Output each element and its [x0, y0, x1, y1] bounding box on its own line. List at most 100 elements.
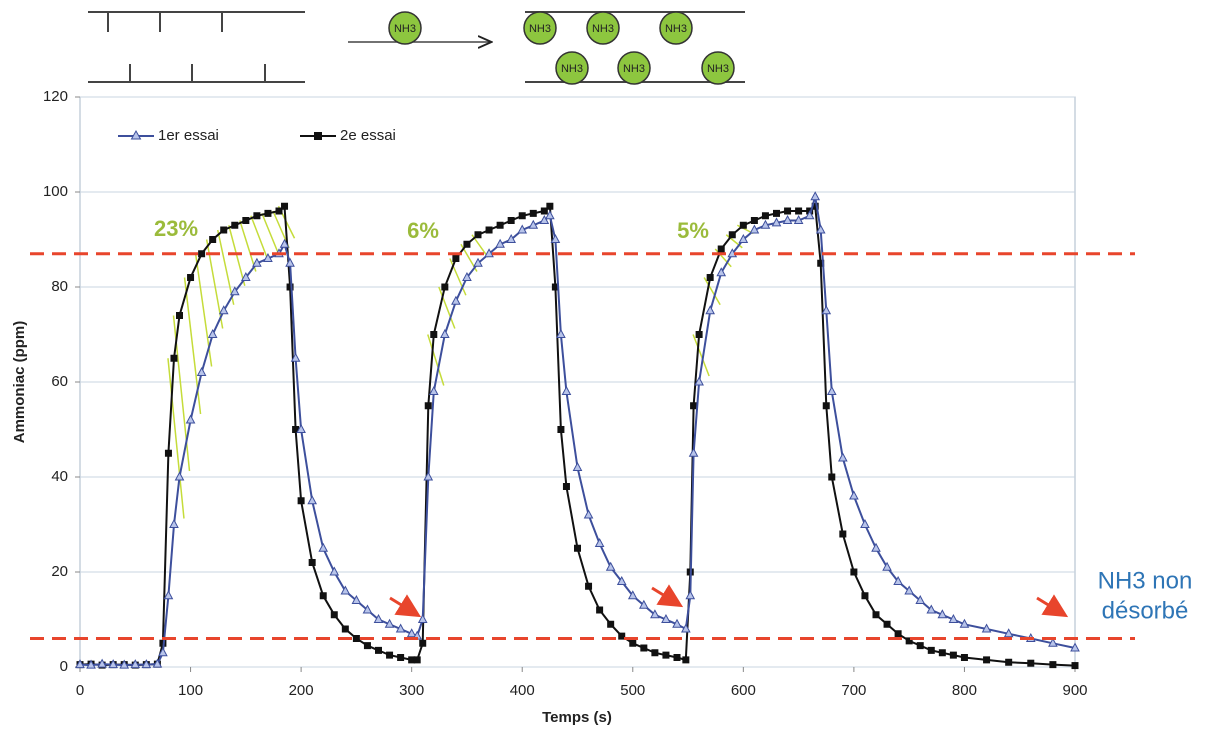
marker — [546, 202, 554, 210]
marker — [685, 590, 696, 600]
marker — [428, 385, 439, 395]
legend-marker — [130, 129, 142, 140]
marker — [397, 654, 405, 661]
marker — [292, 426, 300, 433]
marker — [561, 385, 572, 395]
marker — [782, 214, 793, 224]
marker — [495, 238, 505, 248]
marker — [871, 542, 881, 552]
marker — [760, 219, 771, 229]
marker — [169, 518, 179, 528]
marker — [1048, 637, 1058, 647]
marker — [384, 618, 395, 628]
marker — [229, 286, 240, 296]
marker — [263, 252, 273, 262]
marker — [810, 191, 821, 201]
marker — [695, 331, 703, 338]
marker — [948, 613, 959, 623]
marker — [373, 613, 384, 623]
molecule-label: NH3 — [394, 23, 416, 35]
marker — [616, 575, 627, 585]
hatch-line — [692, 334, 710, 377]
marker — [826, 385, 837, 395]
marker — [308, 559, 316, 566]
marker — [218, 305, 229, 315]
marker — [417, 613, 428, 623]
plot — [75, 191, 1080, 670]
x-tick-label: 400 — [510, 682, 535, 699]
legend-label: 2e essai — [340, 127, 396, 144]
marker — [682, 656, 690, 664]
marker — [882, 561, 892, 571]
marker — [158, 647, 168, 657]
marker — [395, 623, 406, 633]
marker — [750, 217, 758, 224]
note: désorbé — [1102, 597, 1189, 624]
marker — [319, 592, 327, 600]
marker — [650, 609, 660, 619]
marker — [281, 202, 289, 210]
marker — [419, 639, 427, 647]
annotation: 5% — [677, 218, 709, 243]
marker — [738, 233, 749, 243]
marker — [688, 447, 699, 457]
marker — [496, 221, 504, 229]
molecule-label: NH3 — [623, 63, 645, 75]
marker — [507, 217, 515, 224]
molecule — [555, 51, 589, 85]
marker — [690, 402, 698, 410]
marker — [285, 257, 295, 267]
marker — [264, 209, 272, 217]
marker — [761, 212, 769, 220]
marker — [1070, 642, 1080, 652]
molecule-label: NH3 — [529, 23, 551, 35]
marker — [517, 224, 528, 234]
marker — [773, 209, 780, 217]
molecule — [523, 11, 557, 45]
marker — [771, 217, 782, 227]
marker — [793, 214, 804, 224]
marker — [795, 207, 803, 215]
marker — [585, 582, 593, 590]
marker — [108, 659, 119, 669]
marker — [424, 402, 432, 410]
marker — [596, 606, 604, 614]
marker — [252, 257, 262, 267]
marker — [916, 642, 924, 650]
marker — [1027, 659, 1035, 667]
molecule — [388, 11, 422, 45]
hatch-line — [261, 213, 279, 253]
marker — [75, 659, 85, 669]
hatch-line — [239, 220, 257, 272]
y-tick-label: 60 — [51, 373, 68, 390]
marker — [352, 635, 360, 642]
y-tick-label: 40 — [51, 468, 68, 485]
marker — [811, 202, 819, 210]
marker — [618, 632, 626, 640]
marker — [119, 659, 130, 669]
hatch-line — [427, 334, 445, 386]
hatch-line — [438, 286, 456, 329]
marker — [386, 651, 394, 659]
hatch-line — [183, 277, 202, 415]
marker — [557, 426, 565, 433]
marker — [430, 331, 438, 338]
note: NH3 non — [1098, 567, 1193, 594]
marker — [152, 658, 163, 668]
marker — [551, 283, 559, 291]
y-tick-label: 120 — [43, 88, 68, 105]
marker — [340, 585, 351, 595]
marker — [938, 649, 946, 657]
marker — [176, 312, 183, 319]
hatch-line — [167, 358, 185, 519]
molecule — [617, 51, 651, 85]
marker — [330, 611, 338, 619]
marker — [894, 630, 902, 638]
marker — [406, 628, 417, 638]
marker — [97, 658, 107, 668]
marker — [640, 644, 648, 652]
marker — [363, 642, 371, 650]
marker — [850, 568, 858, 576]
x-tick-label: 300 — [399, 682, 424, 699]
marker — [915, 594, 926, 604]
